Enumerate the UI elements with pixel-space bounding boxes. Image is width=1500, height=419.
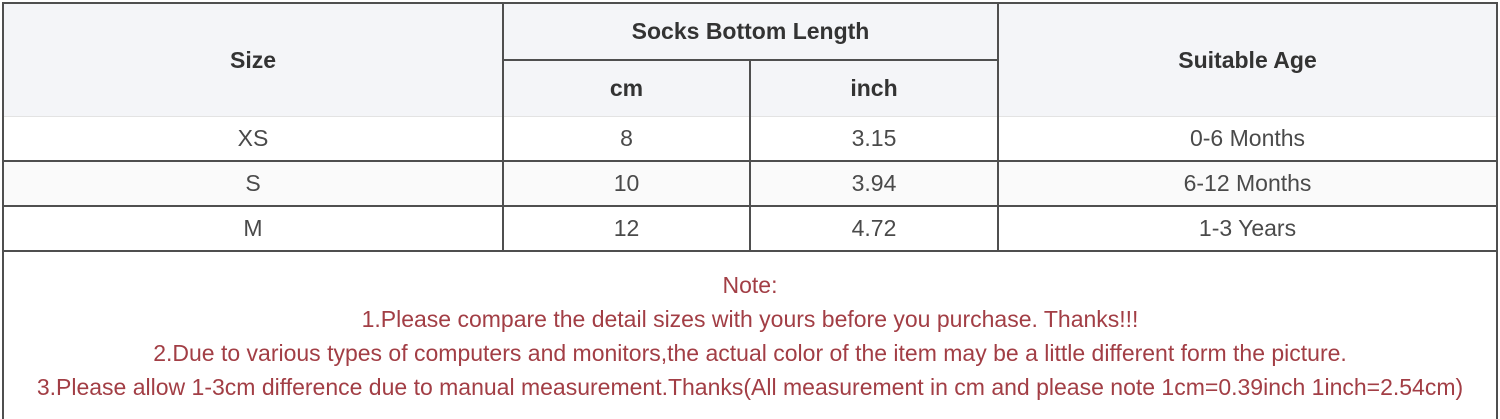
size-value: S: [2, 160, 504, 207]
note-line-3: 3.Please allow 1-3cm difference due to m…: [36, 373, 1464, 400]
age-value: 0-6 Months: [997, 116, 1499, 162]
note-cell: Note: 1.Please compare the detail sizes …: [1, 250, 1499, 419]
cm-value: 8: [502, 116, 751, 162]
cm-value: 12: [502, 205, 751, 252]
column-header-size: Size: [2, 3, 504, 117]
table-body: XS 8 3.15 0-6 Months S 10 3.94 6-12 Mont…: [2, 116, 1499, 252]
table-row-s: S 10 3.94 6-12 Months: [2, 160, 1499, 207]
size-value: M: [2, 205, 504, 252]
size-value: XS: [2, 116, 504, 162]
column-header-socks-bottom-length: Socks Bottom Length: [501, 3, 1000, 61]
note-line-1: 1.Please compare the detail sizes with y…: [361, 305, 1139, 332]
note-line-2: 2.Due to various types of computers and …: [153, 339, 1347, 366]
cm-value: 10: [502, 160, 751, 207]
column-header-cm: cm: [502, 60, 751, 117]
age-value: 1-3 Years: [997, 205, 1499, 252]
column-header-inch: inch: [748, 60, 1000, 117]
age-value: 6-12 Months: [997, 160, 1499, 207]
inch-value: 4.72: [748, 205, 1000, 252]
inch-value: 3.15: [748, 116, 1000, 162]
table-row-xs: XS 8 3.15 0-6 Months: [2, 116, 1499, 162]
table-header: Size Socks Bottom Length Suitable Age cm…: [2, 3, 1499, 117]
table-row-m: M 12 4.72 1-3 Years: [2, 205, 1499, 252]
note-section: Note: 1.Please compare the detail sizes …: [1, 250, 1499, 419]
column-header-suitable-age: Suitable Age: [997, 3, 1499, 117]
note-title: Note:: [722, 271, 778, 298]
inch-value: 3.94: [748, 160, 1000, 207]
